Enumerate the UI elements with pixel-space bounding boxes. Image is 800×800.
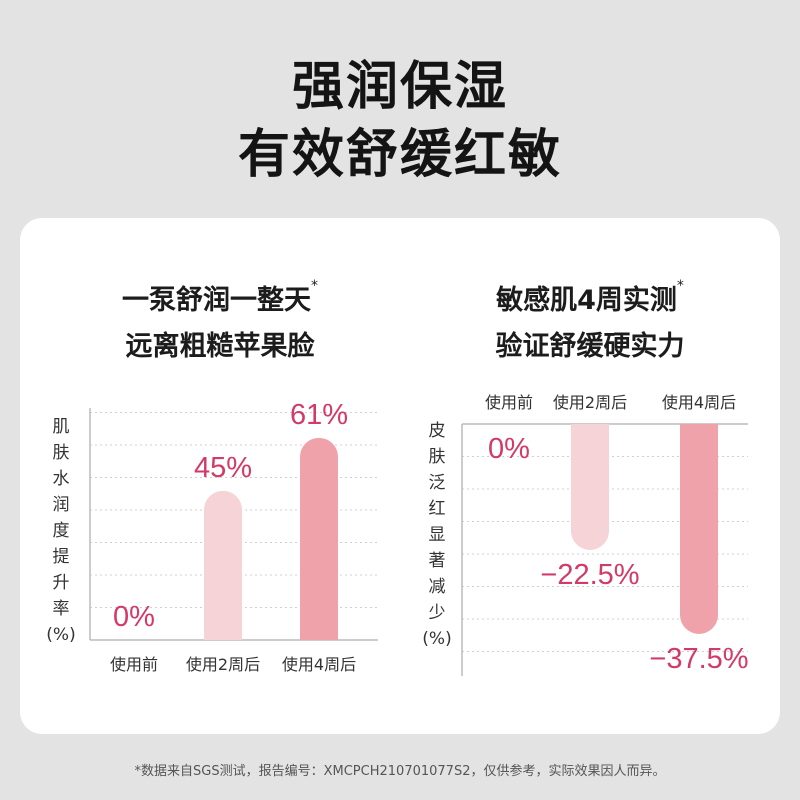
right-y-label-char: 肤 — [429, 447, 446, 467]
left-y-label-char: 肌 — [53, 417, 70, 437]
right-x-tick-label: 使用前 — [485, 393, 533, 412]
right-y-label-char: (%) — [422, 629, 451, 649]
left-y-label-char: 升 — [53, 573, 70, 593]
right-value-label: 0% — [488, 433, 530, 465]
right-y-label-char: 泛 — [429, 473, 446, 493]
right-value-label: −22.5% — [540, 559, 639, 591]
right-title-asterisk: * — [676, 278, 684, 294]
left-panel-title-line1: 一泵舒润一整天* — [90, 278, 350, 317]
left-bar — [204, 490, 242, 640]
left-bar-base — [204, 621, 242, 640]
right-y-label-char: 皮 — [429, 421, 446, 441]
right-y-label-char: 红 — [429, 499, 446, 519]
results-card: 一泵舒润一整天* 远离粗糙苹果脸 敏感肌4周实测* 验证舒缓硬实力 — [20, 218, 780, 734]
left-y-label-char: 率 — [53, 599, 70, 619]
left-bar-base — [300, 621, 338, 640]
right-panel-title-line1: 敏感肌4周实测* — [460, 278, 720, 317]
right-bar — [571, 424, 609, 550]
headline-line2: 有效舒缓红敏 — [237, 125, 562, 185]
left-y-label-char: (%) — [46, 625, 75, 645]
left-x-tick-label: 使用前 — [110, 655, 158, 674]
left-x-tick-label: 使用2周后 — [186, 655, 260, 674]
left-value-label: 61% — [290, 399, 348, 431]
left-y-label-char: 提 — [53, 547, 70, 567]
right-value-label: −37.5% — [649, 643, 748, 675]
left-value-label: 0% — [113, 601, 155, 633]
right-title-text: 敏感肌4周实测 — [496, 285, 677, 316]
right-panel-title-line2: 验证舒缓硬实力 — [495, 331, 685, 362]
right-bar — [680, 424, 718, 634]
left-bar — [300, 437, 338, 640]
right-bar-base — [571, 424, 609, 443]
left-title-asterisk: * — [311, 278, 318, 294]
left-y-label-char: 润 — [53, 495, 70, 515]
left-title-text: 一泵舒润一整天 — [122, 285, 311, 316]
right-x-tick-label: 使用4周后 — [662, 393, 736, 412]
left-y-label-char: 度 — [53, 521, 70, 541]
right-y-label-char: 减 — [429, 577, 446, 597]
right-bar-base — [680, 424, 718, 443]
left-value-label: 45% — [194, 452, 252, 484]
right-y-label-char: 显 — [429, 525, 446, 545]
right-x-tick-label: 使用2周后 — [553, 393, 627, 412]
left-x-tick-label: 使用4周后 — [282, 655, 356, 674]
left-y-label-char: 肤 — [53, 443, 70, 463]
footnote: *数据来自SGS测试，报告编号：XMCPCH210701077S2，仅供参考，实… — [134, 764, 666, 779]
left-panel-title-line2: 远离粗糙苹果脸 — [125, 331, 315, 362]
right-y-label-char: 少 — [429, 603, 446, 623]
left-y-label-char: 水 — [53, 469, 70, 489]
right-y-label-char: 著 — [429, 551, 446, 571]
headline-line1: 强润保湿 — [291, 57, 508, 117]
